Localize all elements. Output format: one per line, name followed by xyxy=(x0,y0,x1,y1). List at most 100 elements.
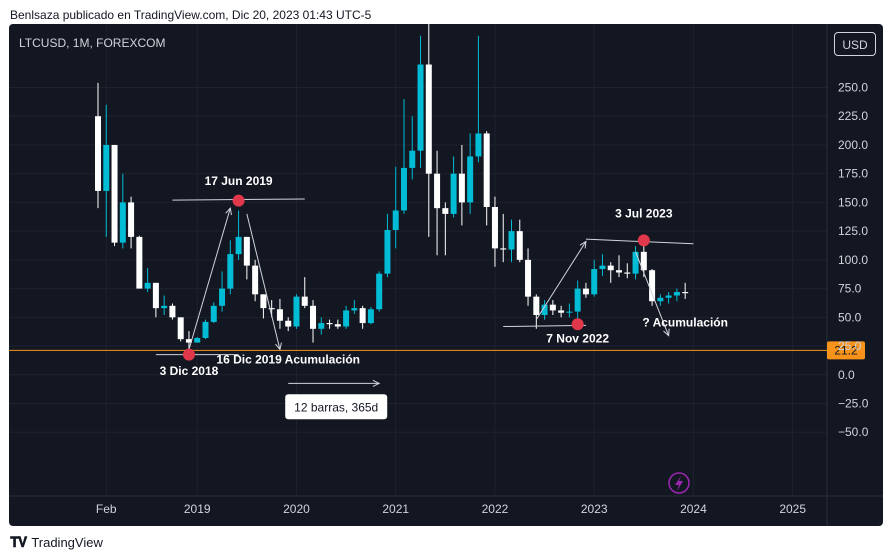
candle-body xyxy=(227,254,234,289)
candle-body xyxy=(128,202,135,237)
candle-body xyxy=(392,210,399,230)
footer: 𝐓𝐕 TradingView xyxy=(10,534,103,551)
candle-body xyxy=(450,173,457,214)
candle-body xyxy=(591,269,598,295)
trend-arrow-up-2019 xyxy=(188,208,231,350)
y-tick-label: 175.0 xyxy=(838,167,868,181)
y-tick-label: 150.0 xyxy=(838,195,868,209)
brand-label[interactable]: TradingView xyxy=(31,535,103,550)
lightning-icon xyxy=(668,472,690,494)
range-label: 12 barras, 365d xyxy=(294,400,378,414)
candle-body xyxy=(310,305,317,329)
trend-arrow-up-2023-head xyxy=(579,240,587,249)
candle-body xyxy=(665,295,672,298)
candle-body xyxy=(144,282,151,289)
candle-body xyxy=(103,144,110,191)
y-tick-label: 200.0 xyxy=(838,138,868,152)
trend-arrow-down-2023-head xyxy=(663,328,670,337)
x-tick-label: Feb xyxy=(96,502,117,516)
candle-body xyxy=(607,265,614,271)
x-tick-label: 2023 xyxy=(581,502,608,516)
last-price-label: 21.2 xyxy=(834,343,858,357)
chart-panel[interactable]: 21.2 17 Jun 2019 3 Dic 2018 16 Dic 2019 Acu… xyxy=(9,24,883,526)
candle-body xyxy=(417,64,424,151)
candle-body xyxy=(119,202,126,243)
trend-arrow-down-2019-head xyxy=(275,342,282,351)
annotation-label: 16 Dic 2019 Acumulación xyxy=(216,352,360,366)
y-tick-label: 50.0 xyxy=(838,310,862,324)
pivot-marker xyxy=(232,194,245,207)
candle-body xyxy=(640,251,647,271)
candle-body xyxy=(301,296,308,306)
currency-button[interactable]: USD xyxy=(834,32,876,56)
y-tick-label: 250.0 xyxy=(838,81,868,95)
candle-body xyxy=(483,133,490,208)
lightning-bolt-icon xyxy=(675,476,683,491)
candle-body xyxy=(318,323,325,329)
candle-body xyxy=(235,236,242,255)
candle-body xyxy=(533,296,540,316)
x-tick-label: 2024 xyxy=(680,502,707,516)
annotation-label: ? Acumulación xyxy=(642,316,728,330)
trend-arrow-up-2019-head xyxy=(225,207,232,216)
pivot-marker xyxy=(637,234,650,247)
candle-body xyxy=(500,248,507,250)
candle-body xyxy=(582,288,589,295)
candle-body xyxy=(268,308,275,310)
candle-body xyxy=(136,236,143,289)
x-tick-label: 2019 xyxy=(184,502,211,516)
candle-body xyxy=(210,305,217,322)
candle-body xyxy=(549,304,556,311)
trend-arrow-down-2023 xyxy=(635,251,670,336)
candle-body xyxy=(367,309,374,324)
candle-body xyxy=(467,156,474,203)
candles xyxy=(95,24,689,350)
y-tick-label: 225.0 xyxy=(838,109,868,123)
annotation-label: 17 Jun 2019 xyxy=(205,174,273,188)
candle-body xyxy=(541,304,548,316)
candle-body xyxy=(343,310,350,327)
y-tick-label: 25.0 xyxy=(838,339,862,353)
candle-body xyxy=(276,309,283,321)
time-axis: Feb 2019 2020 2021 2022 2023 2024 2025 xyxy=(96,502,806,516)
pivot-marker xyxy=(571,318,584,331)
candle-body xyxy=(285,320,292,327)
tradingview-logo-icon[interactable]: 𝐓𝐕 xyxy=(10,534,27,550)
candle-body xyxy=(599,265,606,270)
candle-body xyxy=(475,133,482,157)
candle-body xyxy=(152,282,159,309)
annotation-label: 3 Dic 2018 xyxy=(160,364,219,378)
price-axis: 250.0 225.0 200.0 175.0 150.0 125.0 100.0 75.0 5… xyxy=(838,81,869,440)
candle-body xyxy=(243,236,250,266)
candle-body xyxy=(508,231,515,250)
candle-body xyxy=(400,167,407,211)
candle-body xyxy=(525,259,532,297)
candle-body xyxy=(219,288,226,306)
candle-body xyxy=(657,297,664,302)
x-tick-label: 2022 xyxy=(482,502,509,516)
y-tick-label: 0.0 xyxy=(838,368,855,382)
y-tick-label: −50.0 xyxy=(838,425,869,439)
pivot-marker xyxy=(182,348,195,361)
candle-body xyxy=(161,305,168,309)
candle-body xyxy=(359,308,366,324)
candle-body xyxy=(409,150,416,168)
candle-body xyxy=(95,116,101,191)
y-tick-label: 125.0 xyxy=(838,224,868,238)
symbol-label[interactable]: LTCUSD, 1M, FOREXCOM xyxy=(19,36,166,50)
y-tick-label: 75.0 xyxy=(838,282,862,296)
candle-body xyxy=(351,308,358,311)
candle-body xyxy=(649,270,656,302)
candle-body xyxy=(616,270,623,273)
y-tick-label: 100.0 xyxy=(838,253,868,267)
candle-body xyxy=(185,339,192,343)
candle-body xyxy=(425,64,432,174)
annotation-label: 7 Nov 2022 xyxy=(546,332,609,346)
candle-body xyxy=(624,272,631,274)
x-tick-label: 2020 xyxy=(283,502,310,516)
candle-body xyxy=(384,229,391,274)
range-measure-arrow-head xyxy=(372,379,381,387)
candle-body xyxy=(376,273,383,310)
